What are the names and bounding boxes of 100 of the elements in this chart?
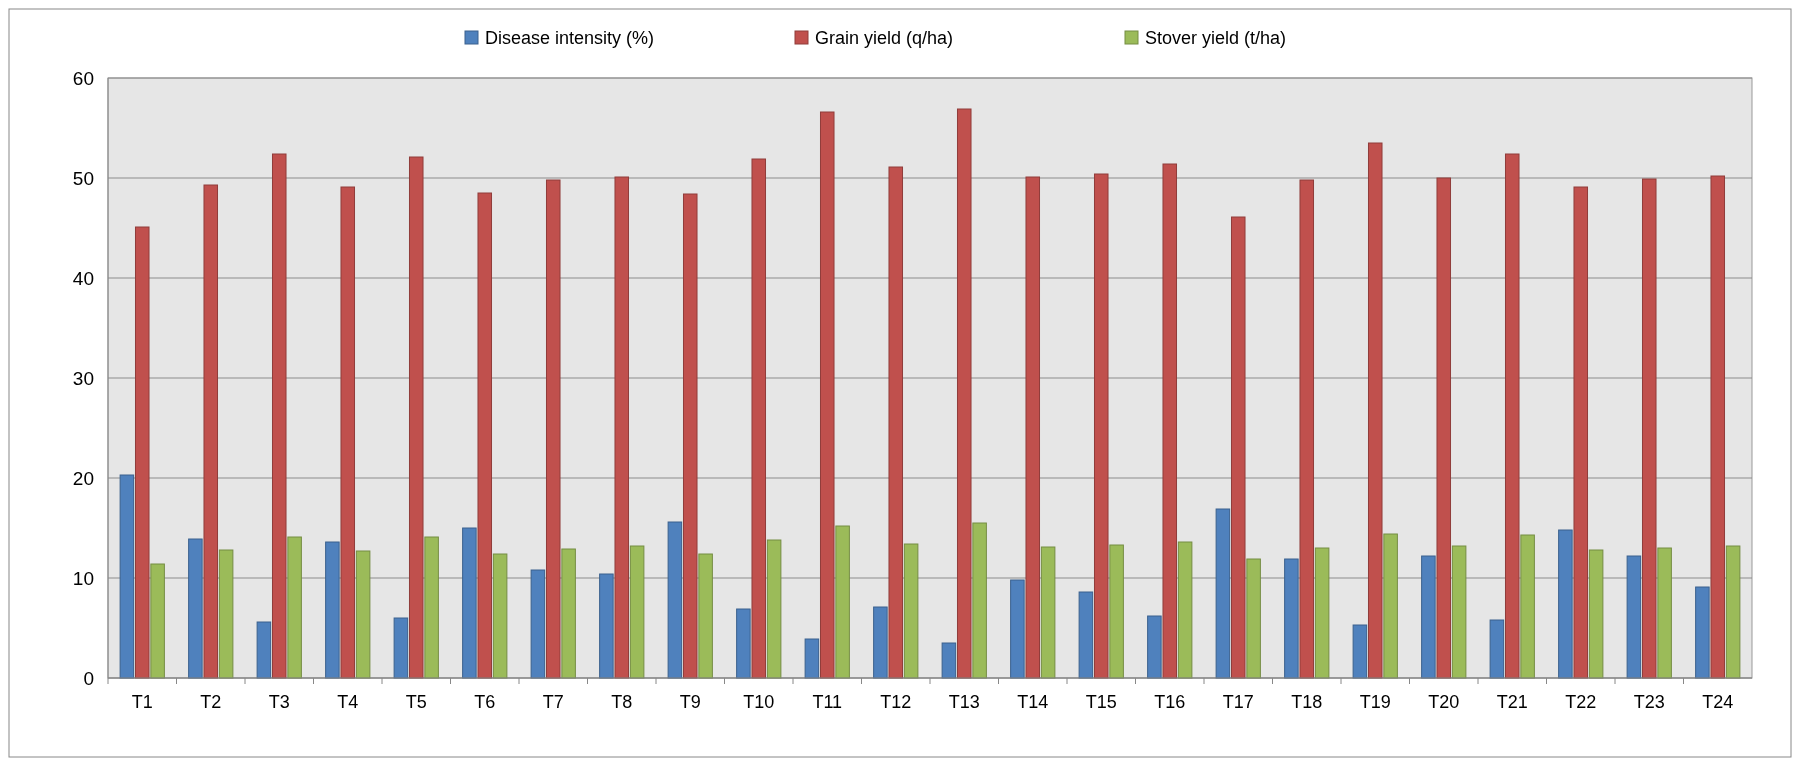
y-tick-label: 0 bbox=[83, 667, 94, 689]
x-tick-label: T6 bbox=[474, 692, 496, 712]
bar bbox=[1710, 175, 1726, 679]
bar bbox=[1421, 555, 1436, 679]
bar bbox=[1558, 529, 1573, 679]
bar bbox=[682, 193, 698, 679]
bar bbox=[218, 549, 234, 679]
bar bbox=[1489, 619, 1505, 679]
bar bbox=[1626, 555, 1642, 679]
bar bbox=[325, 541, 340, 679]
x-tick-label: T15 bbox=[1085, 692, 1117, 712]
bar bbox=[408, 156, 424, 679]
x-tick-label: T23 bbox=[1633, 692, 1665, 712]
bar bbox=[492, 553, 508, 679]
x-tick-label: T13 bbox=[948, 692, 980, 712]
bar bbox=[393, 617, 409, 679]
y-tick-label: 50 bbox=[72, 167, 94, 189]
x-tick-label: T20 bbox=[1428, 692, 1460, 712]
x-tick-label: T14 bbox=[1017, 692, 1049, 712]
bar bbox=[1109, 544, 1124, 679]
bar bbox=[956, 108, 972, 679]
bar bbox=[150, 563, 165, 679]
bar bbox=[667, 521, 683, 679]
bar bbox=[1025, 176, 1041, 679]
bar bbox=[1177, 541, 1193, 679]
bar bbox=[804, 638, 820, 679]
bar bbox=[1436, 177, 1452, 679]
bar bbox=[941, 642, 957, 679]
x-tick-label: T18 bbox=[1291, 692, 1323, 712]
bar bbox=[1588, 549, 1604, 679]
x-tick-label: T21 bbox=[1496, 692, 1528, 712]
y-tick-label: 10 bbox=[72, 567, 94, 589]
x-tick-label: T9 bbox=[679, 692, 701, 712]
x-tick-label: T3 bbox=[268, 692, 290, 712]
bar bbox=[1147, 615, 1162, 679]
x-tick-label: T17 bbox=[1222, 692, 1254, 712]
bar bbox=[340, 186, 356, 679]
bar bbox=[972, 522, 987, 679]
bar bbox=[1451, 545, 1467, 679]
bar bbox=[287, 536, 302, 679]
bar bbox=[1246, 558, 1261, 679]
bar bbox=[462, 527, 477, 679]
x-tick-label: T22 bbox=[1565, 692, 1597, 712]
x-tick-label: T19 bbox=[1359, 692, 1391, 712]
bar bbox=[1657, 547, 1672, 679]
bar bbox=[819, 111, 835, 679]
bar bbox=[1641, 178, 1657, 679]
bar bbox=[355, 550, 371, 679]
x-tick-label: T11 bbox=[812, 692, 843, 712]
bar bbox=[1010, 579, 1025, 679]
bar bbox=[188, 538, 203, 679]
bar bbox=[835, 525, 850, 679]
bar bbox=[1352, 624, 1368, 679]
bar bbox=[1383, 533, 1398, 679]
bar bbox=[873, 606, 888, 679]
y-tick-label: 20 bbox=[72, 467, 94, 489]
x-tick-label: T16 bbox=[1154, 692, 1186, 712]
bar bbox=[1162, 163, 1178, 679]
bar bbox=[1725, 545, 1741, 679]
x-tick-label: T12 bbox=[880, 692, 912, 712]
bar bbox=[1040, 546, 1056, 679]
bar bbox=[614, 176, 630, 679]
bar bbox=[271, 153, 287, 679]
bar bbox=[629, 545, 645, 679]
bar bbox=[1284, 558, 1299, 679]
bar bbox=[203, 184, 219, 679]
bar bbox=[1093, 173, 1109, 679]
x-tick-label: T24 bbox=[1702, 692, 1734, 712]
y-tick-label: 60 bbox=[72, 67, 94, 89]
bar bbox=[698, 553, 713, 679]
bar bbox=[888, 166, 904, 679]
x-tick-label: T5 bbox=[405, 692, 427, 712]
bar bbox=[1367, 142, 1383, 679]
bar bbox=[766, 539, 782, 679]
bar bbox=[1314, 547, 1330, 679]
y-tick-label: 30 bbox=[72, 367, 94, 389]
bar bbox=[1299, 179, 1315, 679]
x-tick-label: T10 bbox=[743, 692, 775, 712]
bar bbox=[561, 548, 576, 679]
bar bbox=[119, 474, 135, 679]
bar bbox=[1215, 508, 1231, 679]
x-tick-label: T1 bbox=[131, 692, 153, 712]
bar bbox=[736, 608, 751, 679]
bar bbox=[1573, 186, 1589, 679]
legend-label: Disease intensity (%) bbox=[485, 28, 655, 49]
bar bbox=[477, 192, 493, 679]
legend-label: Stover yield (t/ha) bbox=[1145, 28, 1287, 49]
bar bbox=[1078, 591, 1094, 679]
bar bbox=[903, 543, 919, 679]
bar bbox=[599, 573, 614, 679]
bar bbox=[751, 158, 767, 679]
bar bbox=[1504, 153, 1520, 679]
x-tick-label: T2 bbox=[200, 692, 222, 712]
x-tick-label: T7 bbox=[542, 692, 564, 712]
bar bbox=[530, 569, 546, 679]
y-tick-label: 40 bbox=[72, 267, 94, 289]
legend-label: Grain yield (q/ha) bbox=[815, 28, 954, 49]
x-tick-label: T4 bbox=[337, 692, 359, 712]
bar bbox=[1520, 534, 1535, 679]
bar bbox=[1230, 216, 1246, 679]
